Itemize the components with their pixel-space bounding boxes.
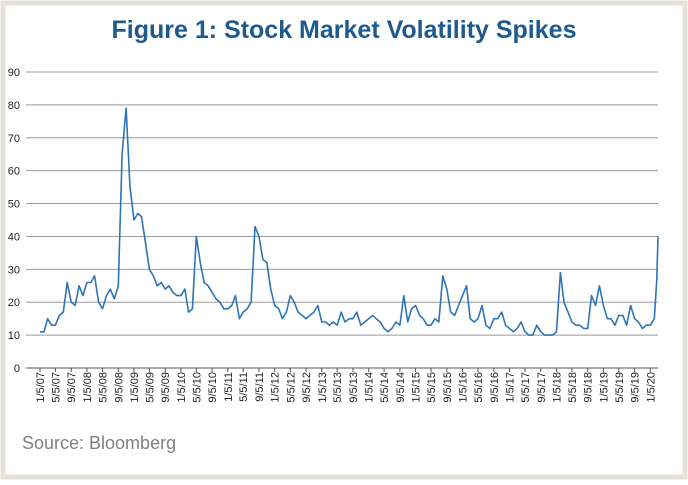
x-tick-label: 9/5/14 xyxy=(395,372,407,403)
x-tick-label: 9/5/13 xyxy=(348,372,360,403)
y-tick-label: 0 xyxy=(14,363,20,375)
y-tick-label: 40 xyxy=(8,231,20,243)
x-tick-label: 5/5/07 xyxy=(50,372,62,403)
y-tick-label: 30 xyxy=(8,264,20,276)
x-tick-label: 9/5/12 xyxy=(301,372,313,403)
x-tick-label: 5/5/17 xyxy=(520,372,532,403)
x-tick-label: 1/5/17 xyxy=(505,372,517,403)
x-tick-label: 1/5/09 xyxy=(129,372,141,403)
x-tick-label: 9/5/07 xyxy=(66,372,78,403)
y-tick-label: 10 xyxy=(8,330,20,342)
x-tick-label: 1/5/07 xyxy=(35,372,47,403)
x-tick-label: 5/5/18 xyxy=(567,372,579,403)
y-tick-label: 90 xyxy=(8,67,20,79)
x-tick-label: 9/5/17 xyxy=(536,372,548,403)
x-tick-label: 1/5/15 xyxy=(411,372,423,403)
x-tick-label: 9/5/10 xyxy=(207,372,219,403)
x-tick-label: 1/5/12 xyxy=(270,372,282,403)
x-tick-label: 1/5/10 xyxy=(176,372,188,403)
x-tick-label: 9/5/09 xyxy=(160,372,172,403)
x-tick-label: 5/5/16 xyxy=(473,372,485,403)
x-tick-label: 1/5/11 xyxy=(223,372,235,402)
x-tick-label: 5/5/14 xyxy=(379,372,391,403)
x-tick-label: 5/5/09 xyxy=(144,372,156,403)
data-line xyxy=(40,107,659,336)
y-tick-label: 20 xyxy=(8,297,20,309)
chart-title: Figure 1: Stock Market Volatility Spikes xyxy=(112,16,577,44)
y-tick-label: 60 xyxy=(8,166,20,178)
x-tick-label: 9/5/16 xyxy=(489,372,501,403)
x-tick-label: 1/5/14 xyxy=(364,372,376,403)
x-tick-label: 5/5/19 xyxy=(614,372,626,403)
y-tick-label: 50 xyxy=(8,199,20,211)
x-tick-label: 9/5/11 xyxy=(254,372,266,402)
x-tick-label: 1/5/18 xyxy=(551,372,563,403)
x-tick-label: 1/5/08 xyxy=(82,372,94,403)
y-tick-label: 80 xyxy=(8,100,20,112)
x-tick-label: 5/5/08 xyxy=(97,372,109,403)
x-tick-label: 9/5/19 xyxy=(630,372,642,403)
x-tick-label: 5/5/12 xyxy=(285,372,297,403)
x-tick-label: 9/5/18 xyxy=(583,372,595,403)
x-tick-label: 9/5/08 xyxy=(113,372,125,403)
x-tick-label: 5/5/11 xyxy=(238,372,250,402)
source-note: Source: Bloomberg xyxy=(22,433,176,453)
x-tick-label: 9/5/15 xyxy=(442,372,454,403)
x-tick-label: 1/5/19 xyxy=(598,372,610,403)
x-tick-label: 5/5/15 xyxy=(426,372,438,403)
x-tick-label: 1/5/16 xyxy=(457,372,469,403)
y-tick-label: 70 xyxy=(8,133,20,145)
x-tick-label: 5/5/13 xyxy=(332,372,344,403)
x-tick-label: 5/5/10 xyxy=(191,372,203,403)
x-tick-label: 1/5/20 xyxy=(645,372,657,403)
x-tick-label: 1/5/13 xyxy=(317,372,329,403)
